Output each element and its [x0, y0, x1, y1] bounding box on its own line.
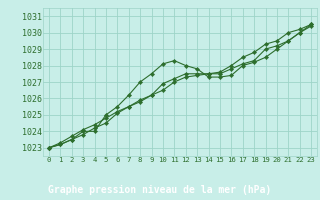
Text: Graphe pression niveau de la mer (hPa): Graphe pression niveau de la mer (hPa): [48, 185, 272, 195]
